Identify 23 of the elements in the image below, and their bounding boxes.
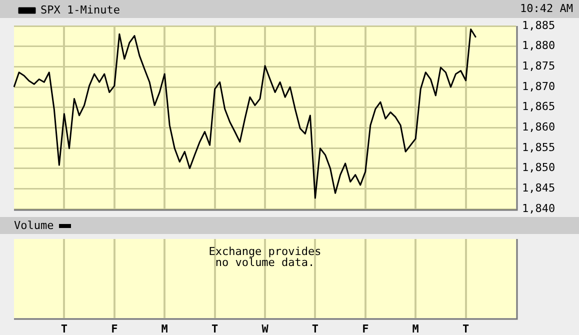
legend-label: SPX 1-Minute	[40, 3, 120, 16]
y-tick-label: 1,885	[522, 18, 556, 32]
text: Exchange provides no volume data.	[208, 245, 322, 269]
y-tick-label: 1,850	[522, 161, 556, 174]
y-tick-label: 1,880	[522, 39, 556, 52]
y-tick-label: 1,840	[522, 202, 556, 215]
category-label: T	[312, 322, 319, 335]
category-label: F	[111, 322, 118, 335]
category-label: F	[362, 322, 369, 335]
category-label: M	[161, 322, 168, 335]
y-tick-label: 1,875	[522, 60, 556, 73]
text: Volume	[14, 219, 54, 232]
category-label: M	[412, 322, 420, 335]
y-tick-label: 1,865	[522, 100, 556, 114]
y-tick-label: 1,860	[522, 120, 556, 134]
category-label: T	[60, 322, 68, 335]
category-label: T	[462, 322, 470, 335]
y-tick-label: 1,845	[522, 182, 556, 195]
category-label: T	[211, 322, 218, 335]
y-tick-label: 1,855	[522, 140, 556, 154]
y-tick-label: 1,870	[522, 80, 556, 93]
text: 10:42 AM	[520, 2, 573, 15]
category-label: W	[262, 322, 269, 335]
